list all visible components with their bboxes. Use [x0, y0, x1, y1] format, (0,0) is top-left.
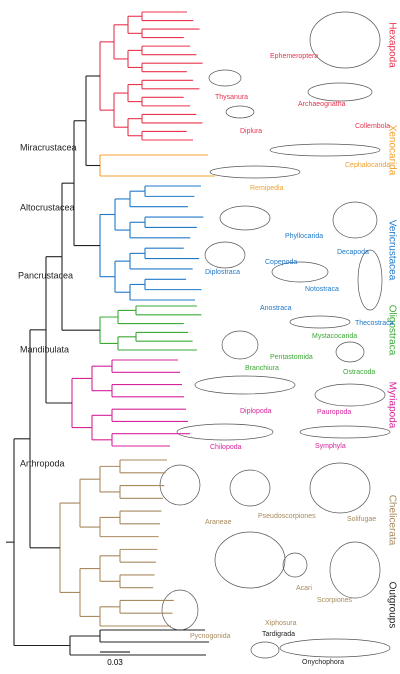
clade-label: Hexapoda — [386, 22, 397, 68]
organism-illustration — [309, 462, 371, 514]
organism-illustration — [329, 541, 381, 599]
organism-illustration — [307, 82, 373, 102]
node-label: Pancrustacea — [18, 270, 73, 280]
clade-label: Myriapoda — [386, 382, 397, 429]
taxon-label: Pentastomida — [270, 354, 313, 361]
taxon-label: Xiphosura — [265, 620, 297, 627]
taxon-label: Thysanura — [215, 94, 248, 101]
taxon-label: Collembola — [355, 123, 390, 130]
taxon-label: Cephalocarida — [345, 162, 390, 169]
organism-illustration — [289, 315, 351, 329]
taxon-label: Branchiura — [245, 365, 279, 372]
organism-illustration — [314, 383, 386, 407]
taxon-label: Solifugae — [347, 516, 376, 523]
taxon-label: Pseudoscorpiones — [258, 513, 316, 520]
taxon-label: Decapoda — [337, 249, 369, 256]
clade-label: Outgroups — [386, 582, 397, 629]
organism-illustration — [176, 423, 274, 441]
taxon-label: Remipedia — [250, 185, 284, 192]
organism-illustration — [204, 241, 246, 269]
tree — [6, 11, 215, 656]
taxon-label: Tardigrada — [262, 631, 295, 638]
taxon-label: Onychophora — [302, 659, 344, 666]
node-label: Altocrustacea — [20, 202, 75, 212]
node-label: Mandibulata — [20, 344, 69, 354]
clade-label: Oligostraca — [386, 305, 397, 356]
scale-bar-label: 0.03 — [107, 658, 123, 667]
organism-illustration — [219, 205, 271, 231]
taxon-label: Phyllocarida — [285, 233, 323, 240]
organism-illustration — [269, 143, 381, 157]
taxon-label: Ostracoda — [343, 369, 375, 376]
taxon-label: Acari — [296, 585, 312, 592]
organism-illustration — [299, 425, 391, 439]
taxon-label: Thecostraca — [355, 320, 394, 327]
taxon-label: Scorpiones — [317, 597, 353, 604]
node-label: Miracrustacea — [20, 142, 77, 152]
clade-label: Vericrustacea — [386, 220, 397, 281]
organism-illustration — [309, 11, 381, 69]
organism-illustration — [214, 531, 286, 589]
illustrations — [159, 11, 391, 659]
organism-illustration — [357, 249, 383, 311]
taxon-label: Chilopoda — [210, 444, 242, 451]
taxon-label: Pauropoda — [317, 409, 351, 416]
organism-illustration — [194, 375, 296, 395]
organism-illustration — [209, 165, 301, 179]
organism-illustration — [332, 201, 378, 239]
taxon-label: Anostraca — [260, 305, 292, 312]
organism-illustration — [208, 69, 242, 87]
organism-illustration — [229, 469, 271, 507]
organism-illustration — [225, 105, 255, 119]
taxon-label: Symphyla — [315, 443, 346, 450]
clade-label: Xenocarida — [386, 125, 397, 176]
taxon-label: Ephemeroptera — [270, 53, 318, 60]
clade-label: Chelicerata — [386, 495, 397, 546]
taxon-label: Diplura — [240, 128, 262, 135]
taxon-label: Mystacocarida — [312, 333, 357, 340]
organism-illustration — [221, 330, 259, 360]
organism-illustration — [279, 638, 391, 658]
taxon-label: Archaeognatha — [298, 101, 346, 108]
taxon-label: Copepoda — [265, 259, 297, 266]
labels: Miracrustacea Altocrustacea Pancrustacea Ma… — [18, 22, 397, 666]
organism-illustration — [335, 341, 365, 363]
organism-illustration — [271, 261, 329, 283]
organism-illustration — [159, 464, 201, 506]
taxon-label: Diplopoda — [240, 408, 272, 415]
organism-illustration — [282, 552, 308, 578]
taxon-label: Diplostraca — [205, 269, 240, 276]
organism-illustration — [161, 589, 199, 631]
organism-illustration — [250, 641, 280, 659]
node-label: Arthropoda — [20, 458, 65, 468]
taxon-label: Araneae — [205, 519, 232, 526]
taxon-label: Pycnogonida — [190, 633, 231, 640]
taxon-label: Notostraca — [305, 286, 339, 293]
